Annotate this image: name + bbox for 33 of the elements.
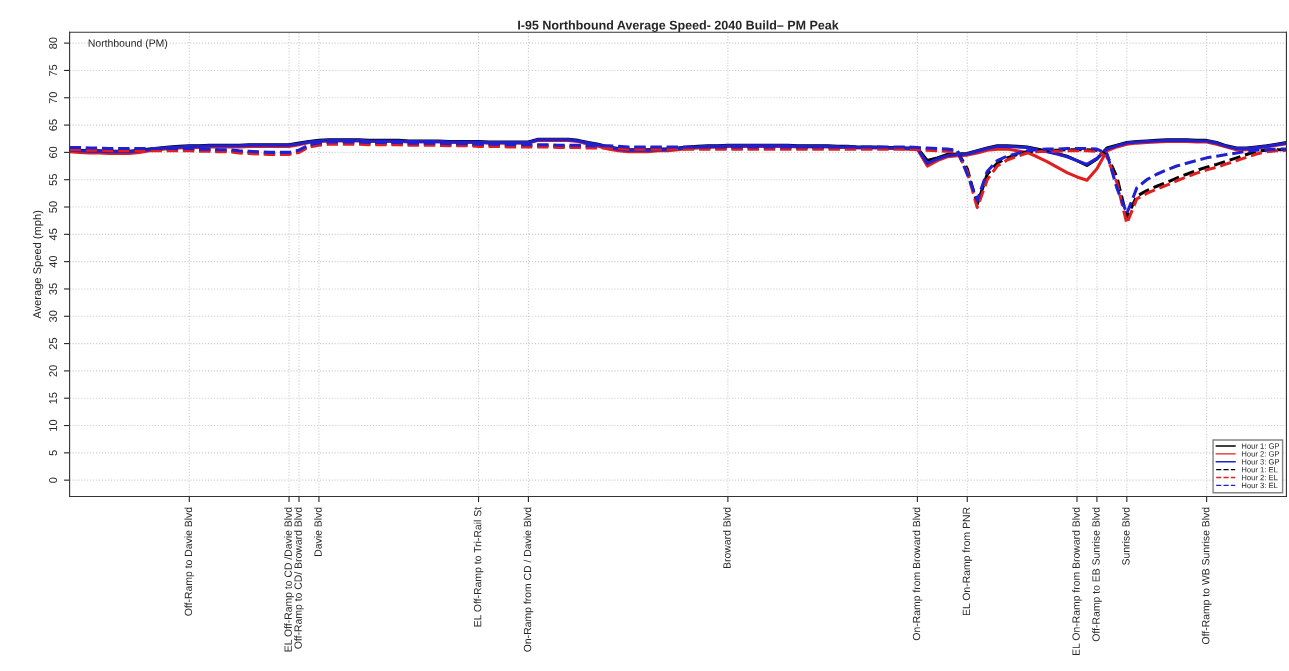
x-tick-label: Off-Ramp to CD/ Broward Blvd <box>294 507 304 649</box>
x-tick-label: Off-Ramp to WB Sunrise Blvd <box>1201 507 1212 645</box>
y-tick-label: 0 <box>49 477 57 483</box>
y-tick-label: 45 <box>49 228 57 241</box>
x-tick-label: EL On-Ramp from Broward Blvd <box>1072 507 1082 656</box>
x-tick-label: Off-Ramp to EB Sunrise Blvd <box>1092 507 1102 642</box>
x-tick-label: Broward Blvd <box>723 507 731 569</box>
y-tick-label: 25 <box>49 337 57 350</box>
x-tick-label: EL On-Ramp from PNR <box>962 507 973 616</box>
x-tick-label: EL Off-Ramp to Tri-Rail St <box>473 507 484 627</box>
y-tick-label: 50 <box>49 201 57 213</box>
annotation: Northbound (PM) <box>88 39 168 49</box>
x-tick-label: Sunrise Blvd <box>1121 507 1130 565</box>
y-tick-label: 15 <box>49 392 57 404</box>
y-tick-label: 30 <box>49 310 57 323</box>
x-tick-label: Off-Ramp to Davie Blvd <box>184 507 195 616</box>
y-tick-label: 5 <box>49 450 57 456</box>
x-tick-label: On-Ramp from CD / Davie Blvd <box>523 507 534 652</box>
x-tick-label: On-Ramp from Broward Blvd <box>912 507 923 641</box>
y-tick-label: 80 <box>49 37 57 49</box>
y-tick-label: 75 <box>49 64 57 77</box>
y-tick-label: 70 <box>49 92 57 104</box>
y-tick-label: 65 <box>49 119 57 131</box>
x-tick-label: EL Off-Ramp to CD /Davie Blvd <box>284 507 294 652</box>
y-tick-label: 60 <box>49 146 57 158</box>
y-tick-label: 35 <box>49 283 57 295</box>
y-tick-label: 10 <box>49 419 57 431</box>
x-tick-label: Davie Blvd <box>314 507 322 556</box>
chart-title: I-95 Northbound Average Speed- 2040 Build– PM Peak <box>518 20 839 33</box>
y-tick-label: 55 <box>49 173 57 186</box>
y-axis-title: Average Speed (mph) <box>32 210 44 319</box>
y-tick-label: 20 <box>49 365 57 377</box>
y-tick-label: 40 <box>49 255 57 268</box>
